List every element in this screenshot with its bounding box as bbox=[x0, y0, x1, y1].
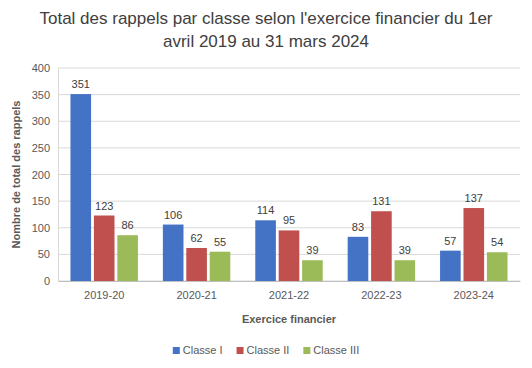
bar bbox=[70, 94, 91, 281]
grid-line bbox=[58, 121, 520, 122]
bar bbox=[255, 220, 276, 281]
bar bbox=[463, 208, 484, 281]
y-tick: 50 bbox=[38, 248, 58, 260]
bars bbox=[70, 94, 507, 281]
data-label: 114 bbox=[257, 204, 275, 216]
x-tick: 2019-20 bbox=[84, 281, 124, 301]
chart: Total des rappels par classe selon l'exe… bbox=[0, 0, 532, 368]
bar bbox=[186, 248, 207, 281]
data-label: 57 bbox=[444, 235, 456, 247]
x-axis: 2019-20 2020-21 2021-22 2022-23 2023-24 bbox=[59, 281, 521, 301]
y-axis-title: Nombre de total des rappels bbox=[10, 101, 22, 249]
bar bbox=[371, 211, 392, 281]
data-label: 86 bbox=[121, 219, 133, 231]
legend-swatch bbox=[303, 347, 310, 354]
x-tick: 2023-24 bbox=[454, 281, 494, 301]
x-tick-label: 2023-24 bbox=[454, 289, 494, 301]
legend-label: Classe III bbox=[313, 344, 359, 356]
bar bbox=[348, 237, 369, 281]
data-label: 351 bbox=[72, 78, 90, 90]
grid bbox=[58, 68, 520, 281]
y-tick: 0 bbox=[44, 275, 58, 287]
y-axis-line bbox=[58, 69, 59, 282]
legend: Classe I Classe II Classe III bbox=[173, 344, 359, 356]
y-tick-label: 350 bbox=[32, 89, 50, 101]
x-tick-label: 2021-22 bbox=[269, 289, 309, 301]
bar bbox=[117, 235, 138, 281]
y-axis: 0 50 100 150 200 250 300 350 400 bbox=[32, 62, 59, 287]
y-tick: 200 bbox=[32, 169, 58, 181]
x-axis-title: Exercice financier bbox=[242, 313, 337, 325]
bar bbox=[440, 251, 461, 281]
data-label: 55 bbox=[214, 236, 226, 248]
x-tick-label: 2020-21 bbox=[176, 289, 216, 301]
bar bbox=[487, 252, 508, 281]
y-tick-label: 150 bbox=[32, 195, 50, 207]
data-label: 106 bbox=[164, 209, 182, 221]
y-tick: 350 bbox=[32, 89, 58, 101]
grid-line bbox=[58, 68, 520, 69]
data-label: 54 bbox=[491, 236, 503, 248]
legend-item: Classe I bbox=[173, 344, 223, 356]
x-tick: 2021-22 bbox=[269, 281, 309, 301]
data-label: 83 bbox=[352, 221, 364, 233]
y-tick-label: 300 bbox=[32, 115, 50, 127]
x-tick-label: 2019-20 bbox=[84, 289, 124, 301]
data-label: 123 bbox=[95, 200, 113, 212]
y-tick-label: 100 bbox=[32, 222, 50, 234]
data-labels: 351 106 114 83 57 123 62 95 131 137 86 55 39 39 54 bbox=[72, 78, 504, 256]
x-axis-line bbox=[59, 281, 521, 282]
legend-item: Classe III bbox=[303, 344, 359, 356]
data-label: 131 bbox=[372, 195, 390, 207]
legend-label: Classe II bbox=[247, 344, 290, 356]
bar bbox=[163, 225, 184, 281]
bar bbox=[395, 260, 416, 281]
y-tick: 250 bbox=[32, 142, 58, 154]
grid-line bbox=[58, 94, 520, 95]
y-tick: 100 bbox=[32, 222, 58, 234]
y-tick: 300 bbox=[32, 115, 58, 127]
y-tick-label: 200 bbox=[32, 169, 50, 181]
legend-item: Classe II bbox=[237, 344, 290, 356]
bar bbox=[302, 260, 323, 281]
title: Total des rappels par classe selon l'exe… bbox=[39, 9, 492, 51]
bar bbox=[210, 252, 231, 281]
bar bbox=[94, 216, 115, 281]
grid-line bbox=[58, 201, 520, 202]
grid-line bbox=[58, 174, 520, 175]
data-label: 39 bbox=[306, 244, 318, 256]
x-tick-label: 2022-23 bbox=[361, 289, 401, 301]
grid-line bbox=[58, 147, 520, 148]
data-label: 39 bbox=[399, 244, 411, 256]
x-tick: 2022-23 bbox=[361, 281, 401, 301]
legend-label: Classe I bbox=[183, 344, 223, 356]
legend-swatch bbox=[237, 347, 244, 354]
y-tick-label: 250 bbox=[32, 142, 50, 154]
y-tick: 400 bbox=[32, 62, 58, 74]
x-tick: 2020-21 bbox=[176, 281, 216, 301]
y-tick-label: 50 bbox=[38, 248, 50, 260]
y-tick-label: 0 bbox=[44, 275, 50, 287]
y-tick: 150 bbox=[32, 195, 58, 207]
data-label: 95 bbox=[283, 214, 295, 226]
plot: 0501001502002503003504002019-202020-2120… bbox=[32, 62, 521, 301]
data-label: 62 bbox=[190, 232, 202, 244]
bar bbox=[279, 230, 300, 281]
data-label: 137 bbox=[465, 192, 483, 204]
title-line: Total des rappels par classe selon l'exe… bbox=[39, 9, 492, 28]
title-line: avril 2019 au 31 mars 2024 bbox=[163, 32, 369, 51]
y-tick-label: 400 bbox=[32, 62, 50, 74]
legend-swatch bbox=[173, 347, 180, 354]
